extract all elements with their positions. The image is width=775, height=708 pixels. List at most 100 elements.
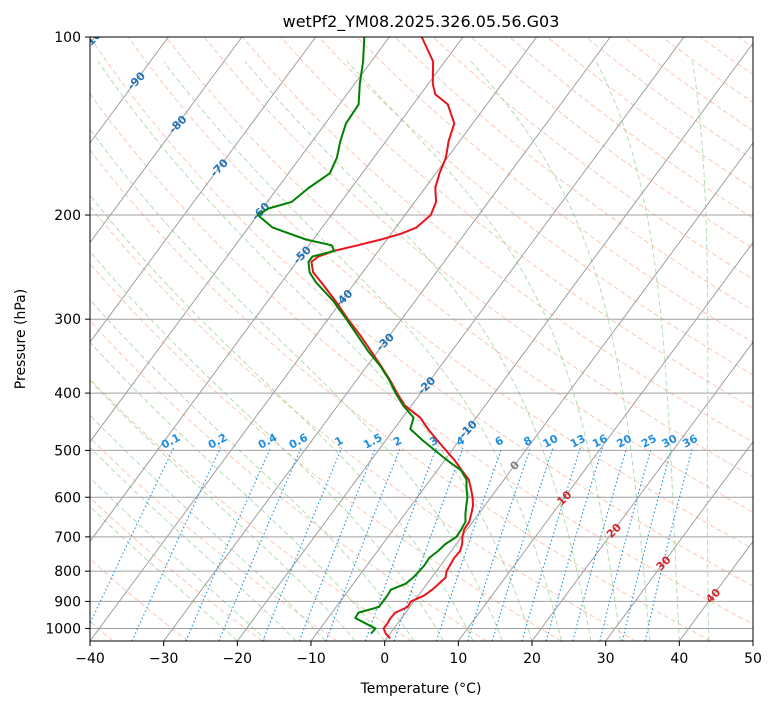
moist-adiabat bbox=[90, 128, 503, 641]
y-tick-label: 500 bbox=[54, 443, 81, 459]
y-tick-label: 900 bbox=[54, 594, 81, 610]
y-tick-label: 800 bbox=[54, 564, 81, 580]
dry-adiabat bbox=[90, 92, 753, 625]
mixing-ratio-line bbox=[572, 447, 628, 641]
x-tick-label: 0 bbox=[380, 651, 389, 667]
moist-adiabat bbox=[470, 61, 651, 641]
isotherm-line bbox=[90, 37, 390, 443]
dry-adiabat bbox=[90, 558, 189, 641]
isotherm-line bbox=[90, 37, 317, 343]
mixing-ratio-label: 30 bbox=[660, 432, 680, 451]
x-axis: −40 −30 −20 −10 0 10 20 30 40 50 bbox=[75, 641, 762, 667]
x-tick-label: −20 bbox=[223, 651, 253, 667]
y-tick-label: 1000 bbox=[45, 621, 81, 637]
mixing-ratio-line bbox=[491, 447, 554, 641]
mixing-ratio-line bbox=[545, 447, 603, 641]
dry-adiabat bbox=[90, 320, 487, 641]
x-tick-label: 20 bbox=[523, 651, 541, 667]
dry-adiabat bbox=[90, 262, 562, 641]
moist-adiabat bbox=[90, 379, 356, 641]
moist-adiabat bbox=[90, 298, 415, 641]
dry-adiabat bbox=[90, 437, 338, 641]
x-tick-label: −30 bbox=[149, 651, 179, 667]
moist-adiabat bbox=[244, 61, 592, 641]
dry-adiabat bbox=[280, 37, 753, 409]
mixing-ratio-label: 20 bbox=[614, 432, 634, 451]
dewpoint-profile-line bbox=[256, 37, 469, 635]
y-tick-label: 300 bbox=[54, 312, 81, 328]
moist-adiabat bbox=[90, 505, 238, 641]
mixing-ratio-line bbox=[90, 447, 175, 625]
moist-adiabat bbox=[97, 61, 533, 641]
dry-adiabat bbox=[90, 205, 637, 641]
moist-adiabat bbox=[90, 477, 268, 641]
mixing-ratio-line bbox=[218, 447, 302, 641]
dry-adiabat bbox=[242, 37, 753, 443]
mixing-ratio-line bbox=[393, 447, 464, 641]
mixing-ratio-line bbox=[298, 447, 377, 641]
y-tick-label: 700 bbox=[54, 530, 81, 546]
moist-adiabats bbox=[90, 61, 710, 641]
moist-adiabat bbox=[90, 250, 445, 641]
mixing-ratio-line bbox=[599, 447, 652, 641]
plot-area: -100-90-80-70-60-50-40-30-20-10010203040… bbox=[90, 37, 753, 641]
dry-adiabat bbox=[394, 37, 753, 312]
x-tick-label: 10 bbox=[449, 651, 467, 667]
profile-series bbox=[256, 37, 474, 640]
mixing-ratio-line bbox=[435, 447, 503, 641]
isobars bbox=[90, 37, 753, 629]
isotherm-line bbox=[90, 37, 464, 543]
isotherm-line bbox=[310, 42, 753, 641]
chart-title: wetPf2_YM08.2025.326.05.56.G03 bbox=[283, 12, 560, 32]
y-tick-label: 400 bbox=[54, 386, 81, 402]
isotherms bbox=[90, 37, 753, 641]
moist-adiabat bbox=[90, 341, 386, 641]
mixing-ratio-label: 13 bbox=[568, 432, 588, 451]
isotherm-line bbox=[384, 142, 753, 641]
mixing-ratio-label: 36 bbox=[680, 432, 700, 451]
x-tick-label: 40 bbox=[670, 651, 688, 667]
dry-adiabat bbox=[127, 37, 753, 550]
moist-adiabat bbox=[90, 446, 297, 641]
y-tick-label: 600 bbox=[54, 490, 81, 506]
isotherm-line bbox=[531, 341, 753, 641]
mixing-ratio-line bbox=[466, 447, 531, 641]
x-tick-label: 50 bbox=[744, 651, 762, 667]
mixing-ratio-lines bbox=[90, 447, 694, 641]
mixing-ratio-line bbox=[325, 447, 401, 641]
mixing-ratio-line bbox=[521, 447, 581, 641]
moist-adiabat bbox=[163, 61, 562, 641]
mixing-ratio-label: 16 bbox=[590, 432, 610, 451]
moist-adiabat bbox=[692, 61, 710, 641]
moist-adiabat bbox=[90, 414, 327, 641]
isotherm-line bbox=[90, 37, 169, 144]
dry-adiabat bbox=[90, 149, 711, 641]
temperature-profile-line bbox=[310, 37, 474, 640]
isotherm-line bbox=[236, 37, 685, 641]
y-axis: 1000 900 800 700 600 500 400 300 200 100 bbox=[45, 30, 90, 637]
x-tick-label: 30 bbox=[597, 651, 615, 667]
mixing-ratio-line bbox=[131, 447, 221, 641]
mixing-ratio-line bbox=[644, 447, 694, 641]
x-axis-label: Temperature (°C) bbox=[360, 681, 482, 697]
isotherm-line bbox=[457, 241, 753, 641]
isotherm-line bbox=[605, 440, 753, 641]
mixing-ratio-label: 10 bbox=[541, 432, 561, 451]
y-tick-label: 200 bbox=[54, 208, 81, 224]
mixing-ratio-labels: 0.1 0.2 0.4 0.6 1 1.5 2 3 4 6 8 10 13 16 20 25 30 36 bbox=[159, 431, 700, 452]
x-tick-label: −10 bbox=[296, 651, 326, 667]
y-tick-label: 100 bbox=[54, 30, 81, 46]
mixing-ratio-label: 25 bbox=[639, 432, 659, 451]
moist-adiabat bbox=[346, 61, 621, 641]
mixing-ratio-line bbox=[621, 447, 673, 641]
mixing-ratio-line bbox=[364, 447, 438, 641]
x-tick-label: −40 bbox=[75, 651, 105, 667]
plot-frame bbox=[89, 36, 754, 642]
isotherm-line bbox=[163, 37, 611, 641]
moist-adiabat bbox=[595, 61, 680, 641]
mixing-ratio-line bbox=[262, 447, 343, 641]
isotherm-line bbox=[90, 37, 243, 244]
isotherm-line bbox=[90, 37, 538, 641]
y-axis-label: Pressure (hPa) bbox=[13, 289, 29, 389]
